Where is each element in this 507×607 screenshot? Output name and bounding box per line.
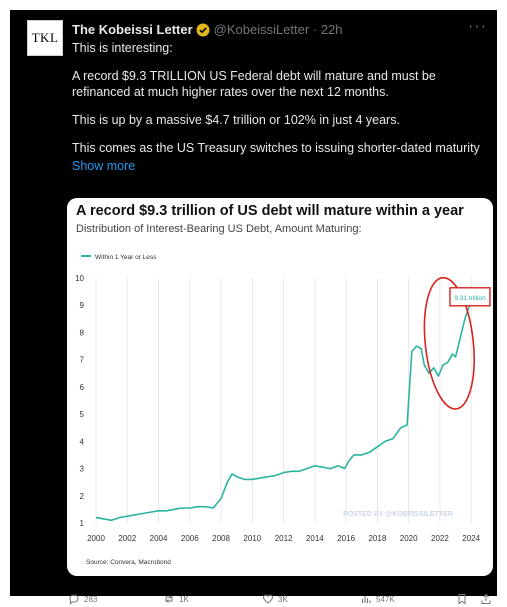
x-tick-label: 2006	[181, 534, 199, 543]
x-tick-label: 2010	[243, 534, 261, 543]
action-bar: 283 1K 3K 547K	[68, 593, 492, 607]
share-icon	[481, 593, 491, 604]
bookmark-icon	[458, 594, 466, 605]
x-tick-label: 2022	[431, 534, 449, 543]
author-name[interactable]: The Kobeissi Letter	[72, 22, 193, 37]
x-tick-label: 2012	[275, 534, 293, 543]
repost-button[interactable]: 1K	[163, 593, 189, 605]
highlight-circle	[423, 276, 475, 410]
chart-title: A record $9.3 trillion of US debt will m…	[76, 203, 464, 219]
y-tick-label: 3	[80, 465, 85, 474]
y-tick-label: 10	[75, 274, 84, 283]
x-tick-label: 2018	[368, 534, 386, 543]
x-tick-label: 2008	[212, 534, 230, 543]
chart-source: Source: Convera, Macrobond	[86, 559, 171, 566]
chart-subtitle: Distribution of Interest-Bearing US Debt…	[76, 223, 362, 235]
legend-label: Within 1 Year or Less	[95, 254, 157, 261]
like-button[interactable]: 3K	[262, 593, 288, 605]
reply-icon	[69, 594, 79, 605]
x-tick-label: 2004	[150, 534, 168, 543]
tweet-paragraph: A record $9.3 TRILLION US Federal debt w…	[72, 69, 436, 99]
chart-image[interactable]: 2000 2002 2004 2006 2008 2010 2012 2014 2016 2018…	[67, 198, 493, 576]
x-tick-label: 2000	[87, 534, 105, 543]
y-tick-label: 6	[80, 383, 85, 392]
share-button[interactable]	[480, 593, 492, 605]
y-tick-label: 2	[80, 492, 85, 501]
more-options-icon[interactable]: ···	[468, 18, 487, 35]
y-tick-label: 5	[80, 410, 85, 419]
tweet-paragraph: This is interesting:	[72, 41, 173, 55]
x-tick-label: 2016	[337, 534, 355, 543]
chart-plot: 2000 2002 2004 2006 2008 2010 2012 2014 2016 2018…	[75, 254, 491, 543]
separator: ·	[312, 22, 318, 37]
bookmark-button[interactable]	[456, 593, 468, 605]
views-button[interactable]: 547K	[360, 593, 395, 605]
x-tick-label: 2024	[462, 534, 480, 543]
timestamp[interactable]: 22h	[320, 22, 343, 37]
reply-button[interactable]: 283	[68, 593, 97, 605]
y-tick-label: 7	[80, 356, 85, 365]
like-count: 3K	[278, 594, 288, 604]
x-tick-label: 2020	[400, 534, 418, 543]
y-tick-label: 1	[80, 519, 85, 528]
y-tick-label: 9	[80, 301, 85, 310]
verified-badge-icon	[196, 23, 210, 40]
tweet: TKL The Kobeissi Letter @KobeissiLetter ·…	[10, 10, 497, 605]
repost-count: 1K	[179, 594, 189, 604]
author-handle[interactable]: @KobeissiLetter	[213, 22, 310, 37]
show-more-link[interactable]: Show more	[72, 159, 136, 173]
watermark-text: POSTED BY @KOBEISSILETTER	[343, 511, 453, 518]
callout-box	[449, 287, 491, 307]
tweet-paragraph: This comes as the US Treasury switches t…	[72, 141, 480, 155]
callout-label: 9.31 trillion	[454, 295, 486, 302]
reply-count: 283	[84, 594, 98, 604]
series-line	[95, 296, 475, 522]
tweet-header: The Kobeissi Letter @KobeissiLetter · 22h…	[72, 18, 487, 40]
x-tick-label: 2002	[118, 534, 136, 543]
views-count: 547K	[376, 594, 395, 604]
tweet-paragraph: This is up by a massive $4.7 trillion or…	[72, 113, 400, 127]
y-tick-label: 4	[80, 437, 85, 446]
tweet-text: This is interesting: A record $9.3 TRILL…	[72, 40, 492, 174]
x-tick-label: 2014	[306, 534, 324, 543]
like-icon	[262, 594, 274, 604]
repost-icon	[165, 595, 173, 603]
y-tick-label: 8	[80, 328, 85, 337]
avatar[interactable]: TKL	[27, 20, 63, 56]
views-icon	[361, 596, 371, 603]
